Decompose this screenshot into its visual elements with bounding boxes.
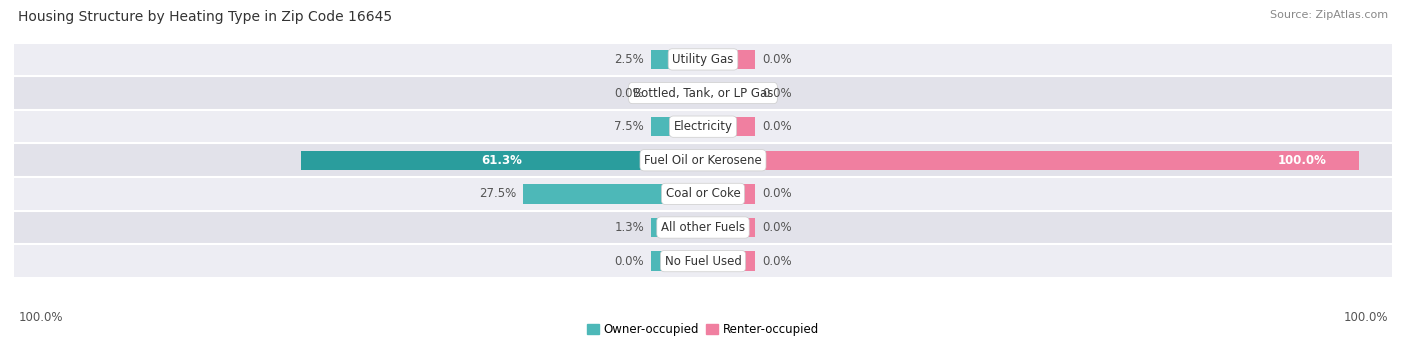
Text: Source: ZipAtlas.com: Source: ZipAtlas.com (1270, 10, 1388, 20)
Text: Bottled, Tank, or LP Gas: Bottled, Tank, or LP Gas (633, 87, 773, 100)
Text: 0.0%: 0.0% (614, 255, 644, 268)
Text: 100.0%: 100.0% (1343, 311, 1388, 324)
Text: 0.0%: 0.0% (762, 120, 792, 133)
Bar (703, 184, 755, 204)
Text: 100.0%: 100.0% (18, 311, 63, 324)
Bar (651, 251, 703, 271)
Text: 7.5%: 7.5% (614, 120, 644, 133)
Bar (651, 83, 703, 103)
Bar (651, 117, 703, 136)
Text: Utility Gas: Utility Gas (672, 53, 734, 66)
Text: 100.0%: 100.0% (1278, 154, 1326, 167)
Text: No Fuel Used: No Fuel Used (665, 255, 741, 268)
Text: 0.0%: 0.0% (762, 87, 792, 100)
Bar (14, 211, 1392, 244)
Text: Housing Structure by Heating Type in Zip Code 16645: Housing Structure by Heating Type in Zip… (18, 10, 392, 24)
Legend: Owner-occupied, Renter-occupied: Owner-occupied, Renter-occupied (582, 318, 824, 341)
Text: All other Fuels: All other Fuels (661, 221, 745, 234)
Text: 2.5%: 2.5% (614, 53, 644, 66)
Text: 0.0%: 0.0% (762, 221, 792, 234)
Text: Fuel Oil or Kerosene: Fuel Oil or Kerosene (644, 154, 762, 167)
Text: 0.0%: 0.0% (762, 255, 792, 268)
Text: 27.5%: 27.5% (479, 188, 516, 201)
Bar (703, 83, 755, 103)
Bar (703, 218, 755, 237)
Text: Coal or Coke: Coal or Coke (665, 188, 741, 201)
Bar (651, 218, 703, 237)
Bar (14, 43, 1392, 76)
Bar (14, 144, 1392, 177)
Bar (14, 244, 1392, 278)
Bar (14, 76, 1392, 110)
Text: 1.3%: 1.3% (614, 221, 644, 234)
Text: 61.3%: 61.3% (481, 154, 523, 167)
Text: 0.0%: 0.0% (762, 188, 792, 201)
Text: 0.0%: 0.0% (614, 87, 644, 100)
Bar (703, 150, 1360, 170)
Text: 0.0%: 0.0% (762, 53, 792, 66)
Bar (523, 184, 703, 204)
Bar (14, 177, 1392, 211)
Bar (651, 50, 703, 69)
Bar (14, 110, 1392, 144)
Bar (703, 50, 755, 69)
Bar (703, 117, 755, 136)
Bar (301, 150, 703, 170)
Bar (703, 251, 755, 271)
Text: Electricity: Electricity (673, 120, 733, 133)
